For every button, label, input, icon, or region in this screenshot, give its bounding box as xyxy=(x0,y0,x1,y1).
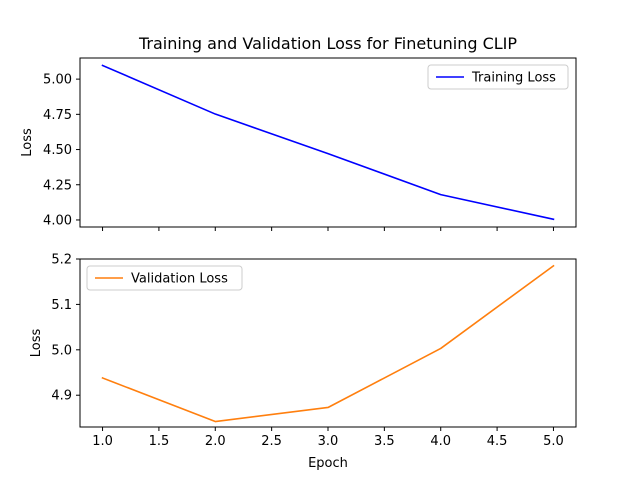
y-tick-label: 4.75 xyxy=(43,108,72,123)
y-axis-label: Loss xyxy=(20,128,35,157)
y-tick-label: 5.0 xyxy=(51,343,72,358)
y-tick-label: 5.1 xyxy=(51,298,72,313)
subplot-validation: 1.0 1.5 2.0 2.5 3.0 3.5 4.0 4.5 5.0 4.9 5.0 5.1 5.2 L… xyxy=(29,253,577,471)
y-axis-label: Loss xyxy=(29,329,44,358)
x-tick-label: 2.5 xyxy=(261,434,282,449)
x-axis-label: Epoch xyxy=(308,456,348,471)
legend-label: Training Loss xyxy=(471,71,556,86)
y-tick-label: 4.25 xyxy=(43,178,72,193)
legend: Validation Loss xyxy=(86,265,243,291)
subplots: Training and Validation Loss for Finetun… xyxy=(20,34,577,471)
legend-box xyxy=(86,265,243,291)
x-tick-label: 4.0 xyxy=(430,434,451,449)
y-tick-label: 4.50 xyxy=(43,143,72,158)
chart-title: Training and Validation Loss for Finetun… xyxy=(138,34,517,53)
x-tick-label: 3.5 xyxy=(374,434,395,449)
y-tick-label: 5.00 xyxy=(43,73,72,88)
x-tick-label: 5.0 xyxy=(543,434,564,449)
legend-label: Validation Loss xyxy=(131,272,228,287)
y-tick-label: 4.00 xyxy=(43,213,72,228)
x-tick-label: 4.5 xyxy=(487,434,508,449)
x-tick-label: 2.0 xyxy=(205,434,226,449)
x-tick-label: 1.0 xyxy=(92,434,113,449)
x-tick-label: 1.5 xyxy=(149,434,170,449)
y-tick-label: 4.9 xyxy=(51,389,72,404)
y-tick-label: 5.2 xyxy=(51,253,72,268)
legend: Training Loss xyxy=(427,64,569,90)
legend-box xyxy=(427,64,569,90)
subplot-training: Training and Validation Loss for Finetun… xyxy=(20,34,577,231)
x-tick-label: 3.0 xyxy=(318,434,339,449)
